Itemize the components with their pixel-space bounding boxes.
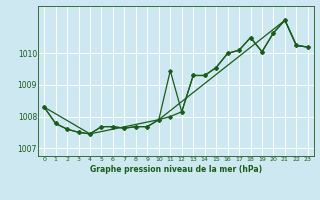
X-axis label: Graphe pression niveau de la mer (hPa): Graphe pression niveau de la mer (hPa) bbox=[90, 165, 262, 174]
